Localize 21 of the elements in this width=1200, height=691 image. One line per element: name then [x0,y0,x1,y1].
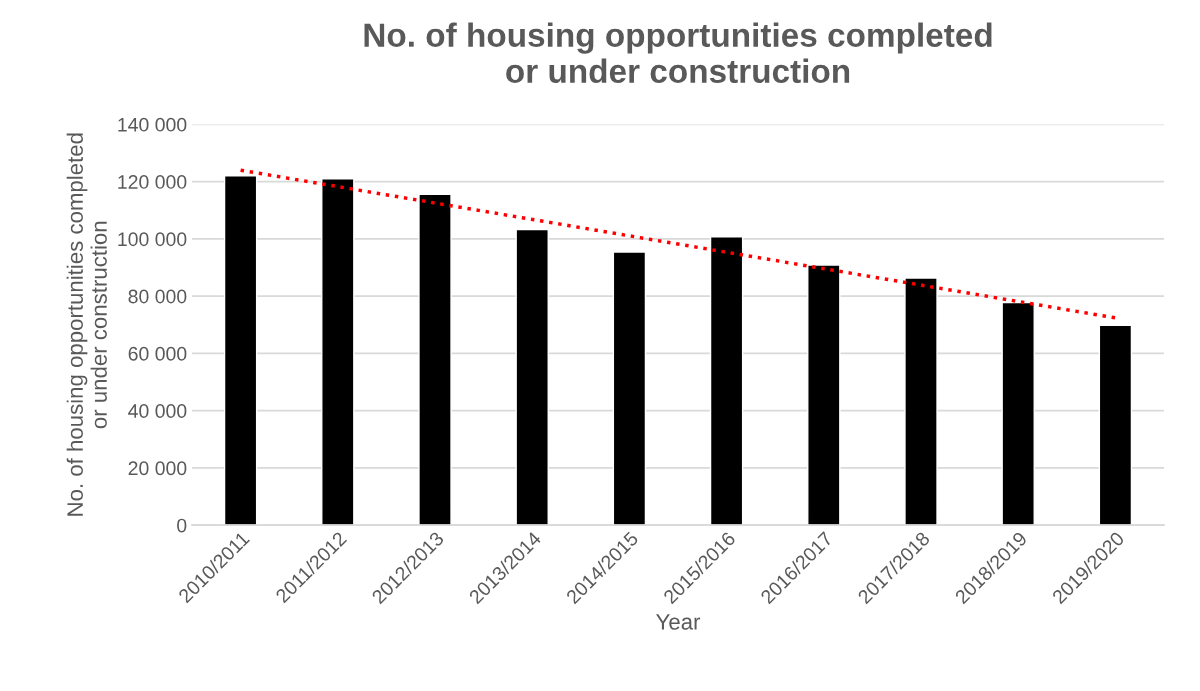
x-axis-title: Year [656,614,701,630]
bar [904,277,938,526]
y-tick-label: 20 000 [128,461,187,476]
bar [1001,301,1035,526]
y-tick-label: 120 000 [118,175,187,189]
bar [418,193,452,526]
bar [321,178,355,526]
bar [223,175,258,526]
bar [807,264,841,526]
y-tick-label: 40 000 [128,404,187,418]
y-tick-label: 100 000 [118,232,187,247]
y-tick-label: 60 000 [128,346,187,361]
bar [1098,324,1133,526]
bar [709,236,744,526]
y-axis-title: No. of housing opportunities completed or under construction [66,133,107,516]
y-tick-label: 80 000 [128,289,187,304]
y-tick-label: 0 [177,518,187,533]
chart-title: No. of housing opportunities completed or under construction [364,22,992,84]
bar [612,251,647,526]
y-tick-label: 140 000 [118,117,187,132]
bar [515,228,549,526]
